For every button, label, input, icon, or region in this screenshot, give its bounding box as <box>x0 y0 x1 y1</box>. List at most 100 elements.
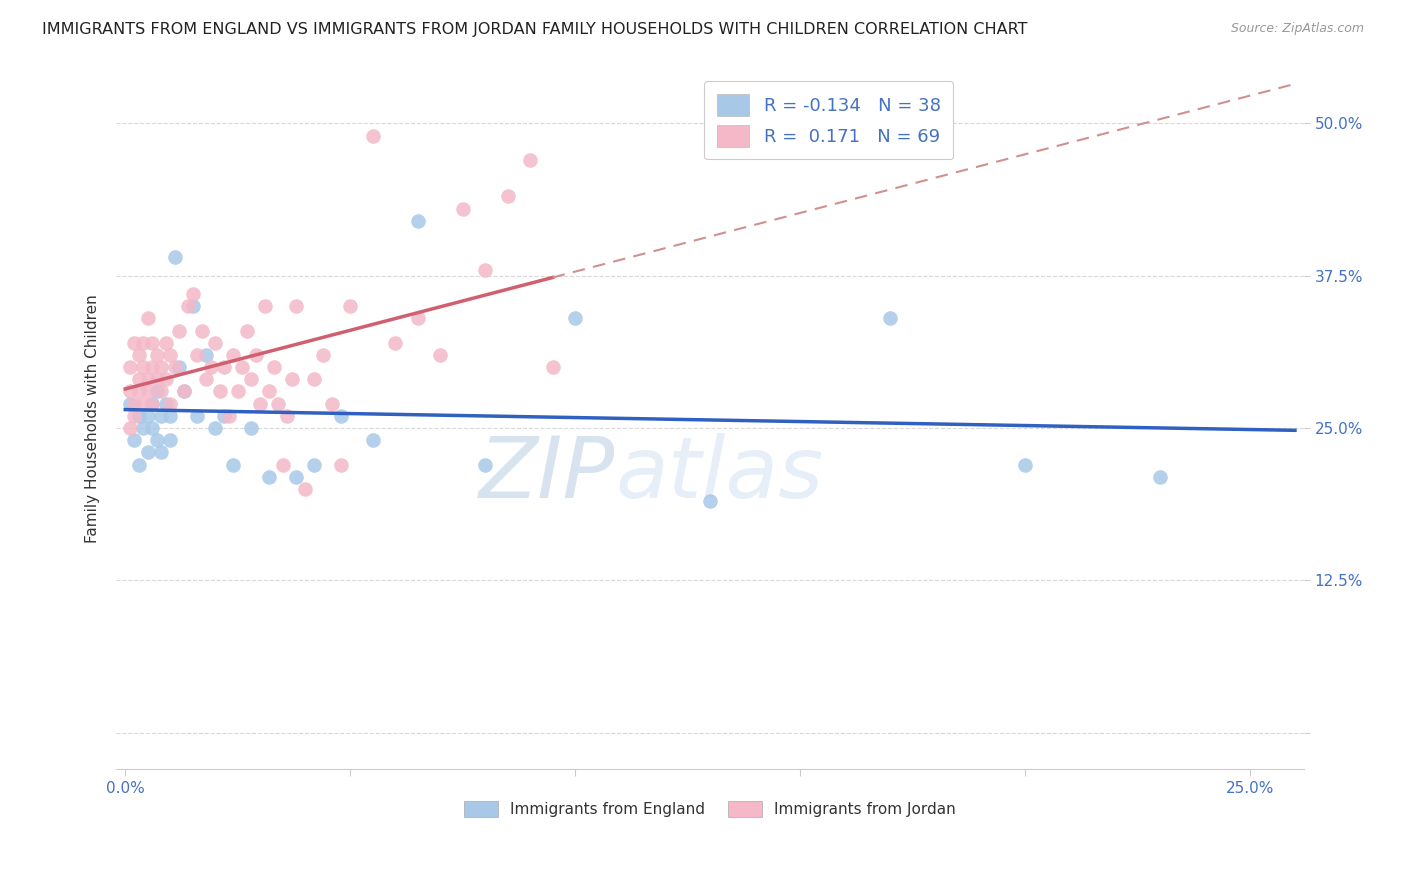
Point <box>699 494 721 508</box>
Point <box>226 384 249 399</box>
Point <box>173 384 195 399</box>
Text: Source: ZipAtlas.com: Source: ZipAtlas.com <box>1230 22 1364 36</box>
Point <box>474 262 496 277</box>
Point <box>200 360 222 375</box>
Point <box>218 409 240 423</box>
Point <box>132 360 155 375</box>
Point <box>159 434 181 448</box>
Point <box>1014 458 1036 472</box>
Point <box>208 384 231 399</box>
Point <box>145 434 167 448</box>
Point <box>879 311 901 326</box>
Point <box>122 434 145 448</box>
Point <box>145 372 167 386</box>
Point <box>128 458 150 472</box>
Point <box>271 458 294 472</box>
Point <box>361 434 384 448</box>
Point <box>128 348 150 362</box>
Point <box>285 470 308 484</box>
Point <box>155 397 177 411</box>
Point <box>118 421 141 435</box>
Point <box>267 397 290 411</box>
Point <box>240 421 263 435</box>
Point <box>141 421 163 435</box>
Point <box>496 189 519 203</box>
Point <box>136 384 159 399</box>
Legend: Immigrants from England, Immigrants from Jordan: Immigrants from England, Immigrants from… <box>457 794 963 825</box>
Point <box>302 372 325 386</box>
Point <box>330 458 353 472</box>
Point <box>145 348 167 362</box>
Point <box>132 397 155 411</box>
Point <box>141 397 163 411</box>
Text: ZIP: ZIP <box>479 434 614 516</box>
Point <box>150 409 173 423</box>
Point <box>132 421 155 435</box>
Point <box>118 360 141 375</box>
Point <box>276 409 298 423</box>
Point <box>132 335 155 350</box>
Point <box>173 384 195 399</box>
Point <box>204 421 226 435</box>
Point <box>118 397 141 411</box>
Point <box>406 311 429 326</box>
Y-axis label: Family Households with Children: Family Households with Children <box>86 294 100 543</box>
Point <box>302 458 325 472</box>
Point <box>145 384 167 399</box>
Point <box>150 360 173 375</box>
Point <box>122 335 145 350</box>
Point <box>181 287 204 301</box>
Point <box>155 335 177 350</box>
Point <box>519 153 541 167</box>
Point <box>406 214 429 228</box>
Point <box>163 360 186 375</box>
Point <box>128 372 150 386</box>
Point <box>128 409 150 423</box>
Point <box>181 299 204 313</box>
Point <box>222 458 245 472</box>
Point <box>167 360 190 375</box>
Point <box>167 324 190 338</box>
Point <box>141 360 163 375</box>
Point <box>136 372 159 386</box>
Point <box>541 360 564 375</box>
Text: atlas: atlas <box>614 434 823 516</box>
Point <box>294 482 316 496</box>
Point <box>128 384 150 399</box>
Point <box>312 348 335 362</box>
Point <box>159 348 181 362</box>
Point <box>451 202 474 216</box>
Point <box>240 372 263 386</box>
Point <box>122 397 145 411</box>
Point <box>231 360 253 375</box>
Point <box>141 335 163 350</box>
Point <box>330 409 353 423</box>
Point <box>1149 470 1171 484</box>
Point <box>384 335 406 350</box>
Point <box>564 311 586 326</box>
Point <box>155 372 177 386</box>
Point <box>280 372 302 386</box>
Point <box>253 299 276 313</box>
Point <box>159 409 181 423</box>
Point <box>159 397 181 411</box>
Point <box>136 311 159 326</box>
Point <box>150 445 173 459</box>
Point <box>249 397 271 411</box>
Point <box>429 348 451 362</box>
Point <box>118 384 141 399</box>
Point <box>257 470 280 484</box>
Point <box>122 409 145 423</box>
Point <box>212 409 235 423</box>
Point <box>321 397 343 411</box>
Point <box>235 324 257 338</box>
Point <box>177 299 200 313</box>
Point <box>150 384 173 399</box>
Point <box>186 409 208 423</box>
Point <box>163 251 186 265</box>
Point <box>195 372 218 386</box>
Point <box>212 360 235 375</box>
Point <box>195 348 218 362</box>
Point <box>222 348 245 362</box>
Point <box>136 409 159 423</box>
